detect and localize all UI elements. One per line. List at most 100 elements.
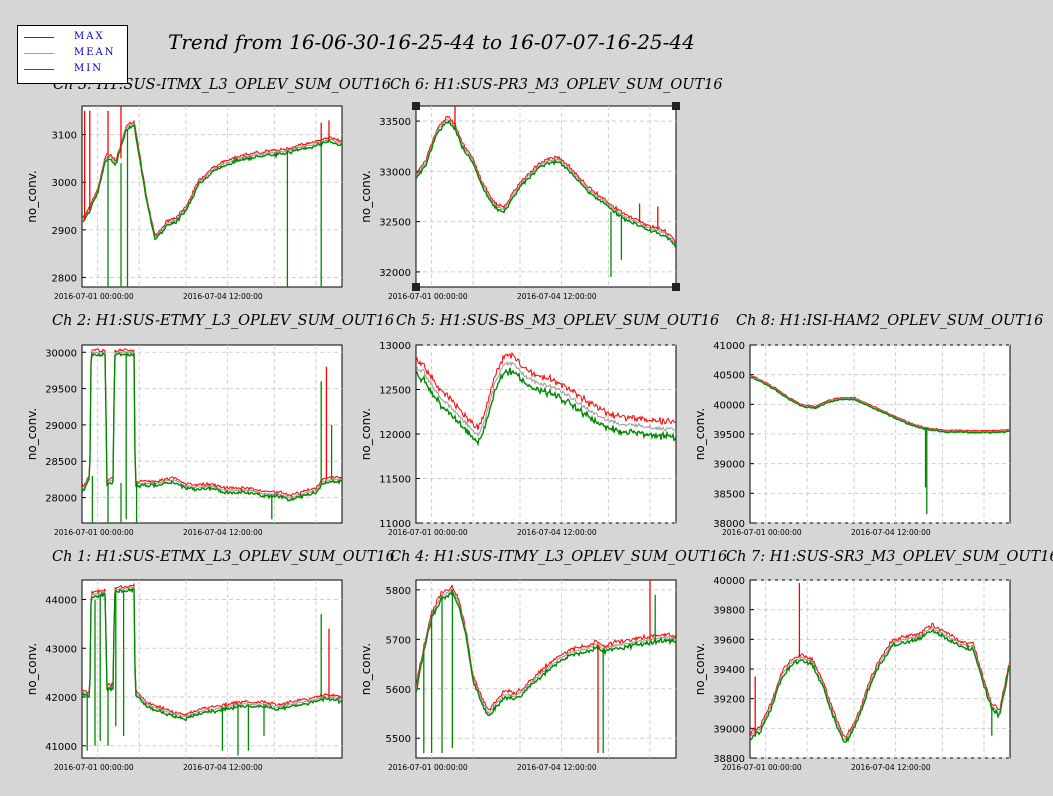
series-mean-line <box>416 361 676 437</box>
chart-panel: 41000 42000 43000 44000 2016-07-01 00:00:00 2… <box>25 549 395 772</box>
y-tick-label: 44000 <box>45 596 77 607</box>
series-mean-line <box>750 626 1010 741</box>
y-tick-label: 38800 <box>713 754 745 765</box>
series-group <box>82 347 342 523</box>
x-tick-label: 2016-07-01 00:00:00 <box>54 292 134 301</box>
chart-title: Ch 3: H1:SUS-ITMX_L3_OPLEV_SUM_OUT16 <box>53 77 391 93</box>
chart-title: Ch 5: H1:SUS-BS_M3_OPLEV_SUM_OUT16 <box>396 313 719 329</box>
y-axis-label: no_conv. <box>25 170 39 222</box>
y-axis-label: no_conv. <box>693 643 707 695</box>
legend-label-max: MAX <box>74 31 105 42</box>
series-max-line <box>416 351 676 430</box>
y-tick-label: 5700 <box>386 635 411 646</box>
chart-panel: 5500 5600 5700 5800 2016-07-01 00:00:00 2016-… <box>359 549 727 772</box>
y-tick-label: 39200 <box>713 695 745 706</box>
legend: MAX MEAN MIN <box>17 25 128 84</box>
legend-label-mean: MEAN <box>74 47 116 58</box>
x-tick-label: 2016-07-01 00:00:00 <box>388 292 468 301</box>
legend-swatch-mean <box>24 53 54 54</box>
series-min-line <box>750 376 1010 434</box>
x-tick-label: 2016-07-04 12:00:00 <box>851 763 931 772</box>
x-tick-label: 2016-07-01 00:00:00 <box>54 528 134 537</box>
y-tick-label: 39600 <box>713 635 745 646</box>
chart-panel: 38000 38500 39000 39500 40000 40500 41000 2016-… <box>693 313 1043 537</box>
y-axis-label: no_conv. <box>359 170 373 222</box>
series-min-line <box>82 587 342 722</box>
y-tick-label: 41000 <box>713 341 745 352</box>
series-min-line <box>416 119 676 249</box>
series-group <box>82 106 342 287</box>
y-axis-label: no_conv. <box>693 408 707 460</box>
series-mean-line <box>82 586 342 718</box>
y-tick-label: 5500 <box>386 734 411 745</box>
x-tick-label: 2016-07-04 12:00:00 <box>851 528 931 537</box>
legend-swatch-max <box>24 37 54 38</box>
y-tick-label: 40000 <box>713 400 745 411</box>
y-tick-label: 11500 <box>379 475 411 486</box>
x-tick-label: 2016-07-04 12:00:00 <box>517 528 597 537</box>
y-tick-label: 3100 <box>52 131 77 142</box>
y-axis-label: no_conv. <box>359 408 373 460</box>
y-tick-label: 11000 <box>379 519 411 530</box>
y-tick-label: 13000 <box>379 341 411 352</box>
x-tick-label: 2016-07-04 12:00:00 <box>517 292 597 301</box>
x-tick-label: 2016-07-04 12:00:00 <box>183 292 263 301</box>
plot-area <box>81 579 343 759</box>
selection-handle <box>412 283 420 291</box>
series-min-line <box>416 367 676 447</box>
y-axis-label: no_conv. <box>25 643 39 695</box>
legend-swatch-min <box>24 69 54 70</box>
y-tick-label: 5600 <box>386 685 411 696</box>
series-mean-line <box>416 588 676 715</box>
series-group <box>750 374 1010 515</box>
y-tick-label: 5800 <box>386 586 411 597</box>
chart-title: Ch 7: H1:SUS-SR3_M3_OPLEV_SUM_OUT16 <box>726 549 1053 565</box>
chart-panel: 38800 39000 39200 39400 39600 39800 40000 2016-… <box>693 549 1053 772</box>
series-max-line <box>416 115 676 243</box>
y-tick-label: 39500 <box>713 430 745 441</box>
x-tick-label: 2016-07-04 12:00:00 <box>517 763 597 772</box>
y-tick-label: 30000 <box>45 348 77 359</box>
series-group <box>416 580 676 754</box>
series-max-line <box>82 582 342 717</box>
y-tick-label: 38000 <box>713 519 745 530</box>
selection-handle <box>672 102 680 110</box>
chart-title: Ch 2: H1:SUS-ETMY_L3_OPLEV_SUM_OUT16 <box>52 313 394 329</box>
y-tick-label: 40500 <box>713 371 745 382</box>
plot-area <box>81 105 343 288</box>
chart-title: Ch 1: H1:SUS-ETMX_L3_OPLEV_SUM_OUT16 <box>52 549 395 565</box>
y-tick-label: 29000 <box>45 421 77 432</box>
y-tick-label: 39000 <box>713 724 745 735</box>
x-tick-label: 2016-07-01 00:00:00 <box>722 528 802 537</box>
x-tick-label: 2016-07-04 12:00:00 <box>183 763 263 772</box>
chart-panel: 2800 2900 3000 3100 2016-07-01 00:00:00 2016-… <box>25 77 391 301</box>
series-min-line <box>416 588 676 717</box>
chart-panel: 32000 32500 33000 33500 2016-07-01 00:00:00 2… <box>359 77 723 301</box>
y-tick-label: 38500 <box>713 489 745 500</box>
selection-handle <box>412 102 420 110</box>
selection-handle <box>672 283 680 291</box>
chart-panel: 11000 11500 12000 12500 13000 2016-07-01 00:0… <box>359 313 719 537</box>
series-group <box>416 106 676 277</box>
plot-area <box>415 105 677 288</box>
x-tick-label: 2016-07-01 00:00:00 <box>388 763 468 772</box>
series-mean-line <box>82 350 342 499</box>
chart-title: Ch 8: H1:ISI-HAM2_OPLEV_SUM_OUT16 <box>736 313 1043 329</box>
y-tick-label: 43000 <box>45 644 77 655</box>
series-min-line <box>82 352 342 502</box>
series-min-line <box>82 123 342 241</box>
chart-title: Ch 4: H1:SUS-ITMY_L3_OPLEV_SUM_OUT16 <box>390 549 727 565</box>
legend-item-max: MAX <box>18 30 127 44</box>
y-tick-label: 12000 <box>379 430 411 441</box>
x-tick-label: 2016-07-01 00:00:00 <box>54 763 134 772</box>
y-tick-label: 32000 <box>379 268 411 279</box>
chart-title: Ch 6: H1:SUS-PR3_M3_OPLEV_SUM_OUT16 <box>390 77 723 93</box>
y-tick-label: 40000 <box>713 576 745 587</box>
series-group <box>750 582 1010 744</box>
y-tick-label: 33500 <box>379 117 411 128</box>
y-tick-label: 39000 <box>713 460 745 471</box>
x-tick-label: 2016-07-01 00:00:00 <box>388 528 468 537</box>
page-title: Trend from 16-06-30-16-25-44 to 16-07-07… <box>168 30 695 54</box>
y-tick-label: 39800 <box>713 606 745 617</box>
